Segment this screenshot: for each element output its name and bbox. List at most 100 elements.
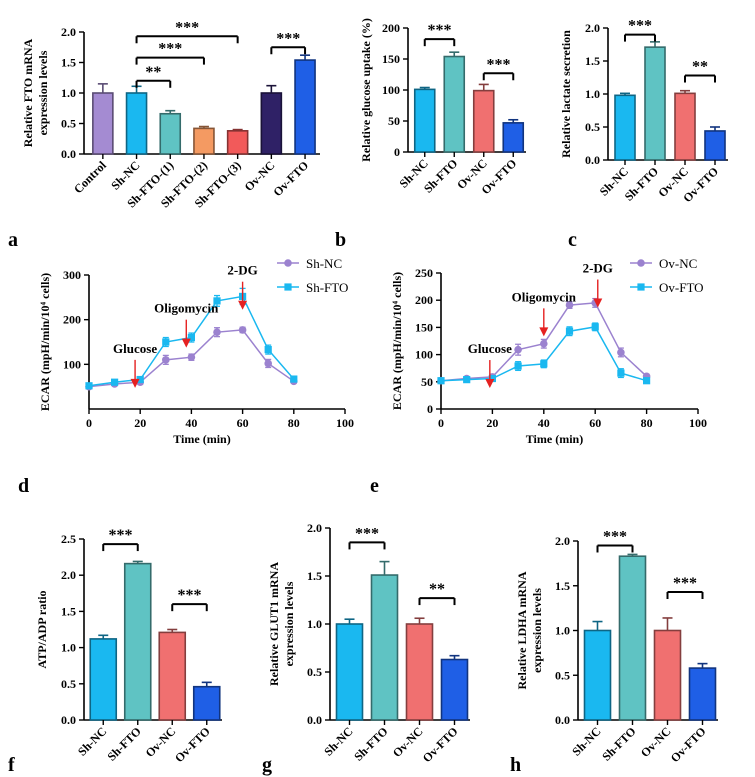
chart-e: 0 50 100 150 200 250 0 20 40 60 80 100 Time (min) ECA… xyxy=(390,256,707,446)
x-tick-label: 60 xyxy=(589,416,601,430)
y-tick-label: 0 xyxy=(394,145,400,159)
x-tick-label: Control xyxy=(71,158,109,196)
data-point-ov-fto xyxy=(463,376,471,384)
significance-label: *** xyxy=(428,22,452,39)
y-tick-label: 0.5 xyxy=(61,117,76,131)
bar-ov-nc xyxy=(158,631,187,721)
y-axis-label: expression levels xyxy=(36,50,50,135)
x-tick-label: 60 xyxy=(237,416,249,430)
y-axis-label: ATP/ADP ratio xyxy=(35,590,49,668)
bar-ov-fto xyxy=(502,122,525,153)
bar-sh-fto-2 xyxy=(193,127,215,155)
significance-label: *** xyxy=(175,19,199,36)
y-axis-label: Relative lactate secretion xyxy=(559,30,573,158)
x-tick-label: 80 xyxy=(641,416,653,430)
y-axis-label: ECAR (mpH/min/10⁴ cells) xyxy=(38,273,52,411)
x-tick-label: Sh-FTO xyxy=(104,724,143,763)
annotation-2-dg: 2-DG xyxy=(583,261,613,276)
chart-g: 0.0 0.5 1.0 1.5 2.0 Relative GLUT1 mRNA expres… xyxy=(267,521,470,765)
x-tick-label: 0 xyxy=(438,416,444,430)
chart-d: 100 200 300 0 20 40 60 80 100 Time (min) ECAR (mpH… xyxy=(38,256,354,446)
y-tick-label: 50 xyxy=(421,375,433,389)
data-point-ov-fto xyxy=(437,377,445,385)
data-point-sh-nc xyxy=(264,359,273,368)
bar-control xyxy=(92,92,114,155)
bar-ov-fto xyxy=(440,658,469,721)
annotation-arrowhead xyxy=(238,300,248,310)
y-tick-label: 150 xyxy=(382,52,400,66)
annotation-oligomycin: Oligomycin xyxy=(154,301,219,316)
data-point-sh-nc xyxy=(238,326,247,334)
y-tick-label: 2.0 xyxy=(307,521,322,535)
data-point-ov-fto xyxy=(540,360,548,368)
y-tick-label: 100 xyxy=(382,83,400,97)
x-tick-label: 40 xyxy=(538,416,550,430)
bar-ov-fto xyxy=(294,59,316,155)
y-tick-label: 100 xyxy=(415,348,433,362)
data-point-sh-fto xyxy=(213,297,221,305)
x-tick-label: Ov-FTO xyxy=(420,724,461,765)
data-point-ov-nc xyxy=(514,345,522,354)
x-axis-label: Time (min) xyxy=(526,432,583,446)
x-tick-label: 20 xyxy=(134,416,146,430)
y-tick-label: 0.0 xyxy=(585,153,600,167)
bar-sh-nc xyxy=(413,88,436,153)
y-tick-label: 200 xyxy=(382,21,400,35)
data-point-ov-fto xyxy=(643,377,651,385)
significance-label: *** xyxy=(158,41,182,58)
panel-label-d: d xyxy=(18,475,29,497)
x-tick-label: 100 xyxy=(336,416,354,430)
annotation-arrowhead xyxy=(593,298,603,308)
bar-ov-fto xyxy=(704,130,726,161)
panel-label-c: c xyxy=(568,229,577,251)
y-axis-label: Relative LDHA mRNA xyxy=(515,571,529,689)
y-tick-label: 0.0 xyxy=(555,713,570,727)
data-point-ov-fto xyxy=(617,369,625,377)
x-tick-label: 0 xyxy=(86,416,92,430)
y-axis-label: Relative GLUT1 mRNA xyxy=(267,562,281,686)
x-tick-label: Ov-FTO xyxy=(172,724,213,765)
y-tick-label: 1.5 xyxy=(555,579,570,593)
data-point-sh-fto xyxy=(264,345,272,354)
y-tick-label: 1.5 xyxy=(61,604,76,618)
x-tick-label: Sh-FTO xyxy=(622,164,661,203)
significance-label: *** xyxy=(487,56,511,73)
y-tick-label: 1.5 xyxy=(61,56,76,70)
bar-sh-nc xyxy=(125,92,148,155)
y-tick-label: 0.5 xyxy=(555,668,570,682)
y-tick-label: 2.5 xyxy=(61,532,76,546)
data-point-sh-fto xyxy=(136,375,144,384)
bar-ov-nc xyxy=(472,89,495,153)
y-tick-label: 1.5 xyxy=(585,54,600,68)
y-tick-label: 1.0 xyxy=(61,641,76,655)
panel-label-g: g xyxy=(262,754,272,776)
bar-sh-nc xyxy=(335,623,364,721)
data-point-ov-fto xyxy=(514,362,522,370)
data-point-ov-nc xyxy=(617,348,625,357)
y-tick-label: 200 xyxy=(63,313,81,327)
x-tick-label: 100 xyxy=(689,416,707,430)
bar-ov-nc xyxy=(405,623,434,721)
y-tick-label: 2.0 xyxy=(555,534,570,548)
bar-sh-fto xyxy=(443,55,466,153)
legend-label: Sh-NC xyxy=(306,256,342,271)
annotation-oligomycin: Oligomycin xyxy=(512,289,577,304)
significance-label: *** xyxy=(276,30,300,47)
y-tick-label: 100 xyxy=(63,357,81,371)
bar-sh-fto xyxy=(618,555,647,721)
significance-label: ** xyxy=(692,59,708,76)
significance-label: ** xyxy=(429,581,445,598)
data-point-ov-fto xyxy=(488,374,496,383)
significance-label: ** xyxy=(145,64,161,81)
y-tick-label: 0.0 xyxy=(61,713,76,727)
chart-c: 0.0 0.5 1.0 1.5 2.0 Relative lactate secretio… xyxy=(559,18,728,205)
y-tick-label: 1.0 xyxy=(585,87,600,101)
data-point-ov-fto xyxy=(565,327,574,335)
y-tick-label: 0.0 xyxy=(307,713,322,727)
bar-ov-nc xyxy=(260,92,283,155)
panel-label-h: h xyxy=(510,754,521,776)
legend-label: Sh-FTO xyxy=(306,280,348,295)
data-point-ov-fto xyxy=(591,323,599,331)
